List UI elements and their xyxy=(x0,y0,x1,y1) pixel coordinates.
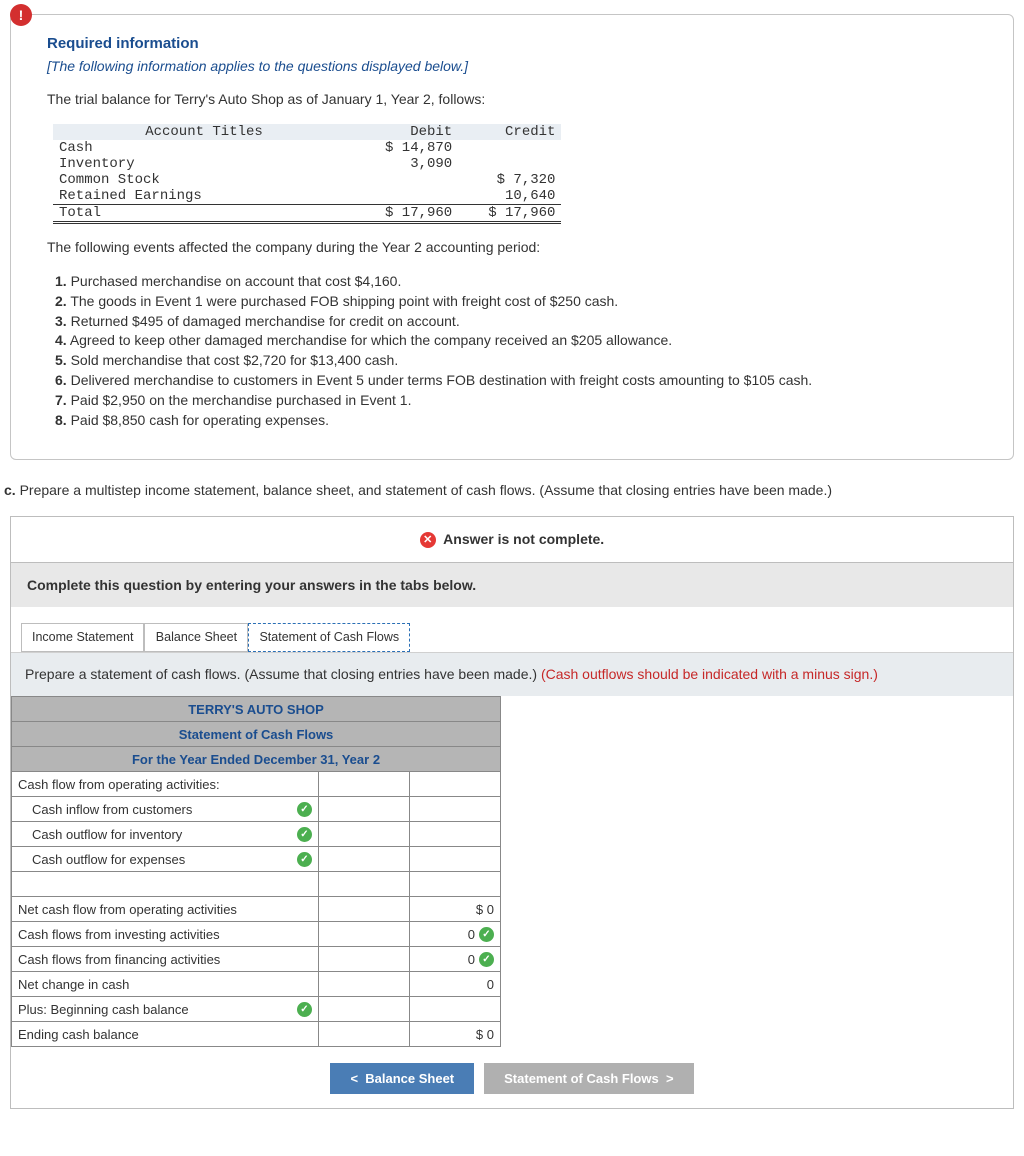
tb-header-debit: Debit xyxy=(355,124,458,140)
tb-row: Retained Earnings 10,640 xyxy=(53,188,561,205)
event-text: Returned $495 of damaged merchandise for… xyxy=(71,313,460,329)
check-icon: ✓ xyxy=(297,827,312,842)
tb-row: Common Stock $ 7,320 xyxy=(53,172,561,188)
check-icon: ✓ xyxy=(297,802,312,817)
tb-row: Inventory 3,090 xyxy=(53,156,561,172)
scf-amount-cell[interactable] xyxy=(410,797,501,822)
tab-instruction: Prepare a statement of cash flows. (Assu… xyxy=(11,652,1013,696)
scf-amount-cell[interactable] xyxy=(319,1022,410,1047)
scf-row: Plus: Beginning cash balance✓ xyxy=(12,997,501,1022)
event-text: Delivered merchandise to customers in Ev… xyxy=(71,372,813,388)
scf-row-label[interactable]: Cash outflow for expenses✓ xyxy=(12,847,319,872)
next-tab-button[interactable]: Statement of Cash Flows > xyxy=(484,1063,693,1094)
scf-row: Cash flow from operating activities: xyxy=(12,772,501,797)
scf-row-label[interactable]: Cash outflow for inventory✓ xyxy=(12,822,319,847)
tabs-row: Income Statement Balance Sheet Statement… xyxy=(11,607,1013,652)
tb-row: Cash $ 14,870 xyxy=(53,140,561,156)
chevron-left-icon: < xyxy=(350,1071,358,1086)
check-icon: ✓ xyxy=(297,1002,312,1017)
scf-row: Cash outflow for expenses✓ xyxy=(12,847,501,872)
events-list: 1. Purchased merchandise on account that… xyxy=(47,272,977,430)
scf-row-label[interactable]: Cash inflow from customers✓ xyxy=(12,797,319,822)
scf-amount-cell[interactable] xyxy=(410,847,501,872)
tab-statement-of-cash-flows[interactable]: Statement of Cash Flows xyxy=(248,623,410,652)
scf-amount-cell[interactable] xyxy=(319,872,410,897)
problem-box: Required information [The following info… xyxy=(10,14,1014,460)
scf-amount-cell[interactable] xyxy=(410,772,501,797)
check-icon: ✓ xyxy=(479,952,494,967)
tb-header-account: Account Titles xyxy=(53,124,355,140)
scf-title-statement: Statement of Cash Flows xyxy=(12,722,501,747)
scf-row-label[interactable]: Net change in cash xyxy=(12,972,319,997)
events-intro: The following events affected the compan… xyxy=(47,238,977,258)
scf-row-label[interactable]: Net cash flow from operating activities xyxy=(12,897,319,922)
scf-amount-cell[interactable] xyxy=(319,847,410,872)
scf-amount-cell[interactable] xyxy=(319,797,410,822)
event-text: Paid $2,950 on the merchandise purchased… xyxy=(71,392,412,408)
x-icon: ✕ xyxy=(420,532,436,548)
scf-row-label[interactable]: Ending cash balance xyxy=(12,1022,319,1047)
chevron-right-icon: > xyxy=(666,1071,674,1086)
scf-title-company: TERRY'S AUTO SHOP xyxy=(12,697,501,722)
scf-amount-cell[interactable] xyxy=(410,872,501,897)
scf-amount-cell[interactable] xyxy=(319,947,410,972)
answer-status-banner: ✕ Answer is not complete. xyxy=(11,517,1013,563)
scf-amount-cell[interactable] xyxy=(319,922,410,947)
applies-note: [The following information applies to th… xyxy=(47,58,977,74)
tab-income-statement[interactable]: Income Statement xyxy=(21,623,144,652)
check-icon: ✓ xyxy=(479,927,494,942)
tb-header-credit: Credit xyxy=(458,124,561,140)
tb-total-row: Total $ 17,960 $ 17,960 xyxy=(53,205,561,223)
scf-table: TERRY'S AUTO SHOP Statement of Cash Flow… xyxy=(11,696,501,1047)
trial-balance-table: Account Titles Debit Credit Cash $ 14,87… xyxy=(53,124,561,225)
scf-amount-cell[interactable] xyxy=(410,822,501,847)
scf-row-label[interactable]: Cash flow from operating activities: xyxy=(12,772,319,797)
scf-row: Ending cash balance $ 0 xyxy=(12,1022,501,1047)
scf-row-label[interactable]: Cash flows from financing activities xyxy=(12,947,319,972)
scf-amount-cell[interactable] xyxy=(319,972,410,997)
scf-row: Net change in cash 0 xyxy=(12,972,501,997)
event-text: Paid $8,850 cash for operating expenses. xyxy=(71,412,329,428)
answer-status-text: Answer is not complete. xyxy=(443,531,604,547)
required-info-heading: Required information xyxy=(47,35,977,52)
scf-amount-cell[interactable]: 0✓ xyxy=(410,947,501,972)
scf-row: Net cash flow from operating activities $… xyxy=(12,897,501,922)
check-icon: ✓ xyxy=(297,852,312,867)
event-text: Purchased merchandise on account that co… xyxy=(71,273,402,289)
scf-amount-cell[interactable]: $ 0 xyxy=(410,1022,501,1047)
event-text: The goods in Event 1 were purchased FOB … xyxy=(70,293,618,309)
event-text: Sold merchandise that cost $2,720 for $1… xyxy=(71,352,399,368)
scf-amount-cell[interactable]: $ 0 xyxy=(410,897,501,922)
answer-area: ✕ Answer is not complete. Complete this … xyxy=(10,516,1014,1109)
scf-amount-cell[interactable] xyxy=(319,897,410,922)
tabs-instruction-band: Complete this question by entering your … xyxy=(11,563,1013,607)
part-c-prompt: c. Prepare a multistep income statement,… xyxy=(4,482,1024,498)
scf-title-period: For the Year Ended December 31, Year 2 xyxy=(12,747,501,772)
event-text: Agreed to keep other damaged merchandise… xyxy=(70,332,672,348)
scf-amount-cell[interactable]: 0✓ xyxy=(410,922,501,947)
scf-amount-cell[interactable]: 0 xyxy=(410,972,501,997)
scf-row: Cash inflow from customers✓ xyxy=(12,797,501,822)
scf-amount-cell[interactable] xyxy=(319,997,410,1022)
scf-row xyxy=(12,872,501,897)
scf-row: Cash flows from investing activities 0✓ xyxy=(12,922,501,947)
prev-tab-button[interactable]: < Balance Sheet xyxy=(330,1063,474,1094)
scf-amount-cell[interactable] xyxy=(319,772,410,797)
scf-row-label[interactable]: Plus: Beginning cash balance✓ xyxy=(12,997,319,1022)
scf-row: Cash outflow for inventory✓ xyxy=(12,822,501,847)
scf-amount-cell[interactable] xyxy=(410,997,501,1022)
tab-balance-sheet[interactable]: Balance Sheet xyxy=(144,623,248,652)
scf-row-label[interactable]: Cash flows from investing activities xyxy=(12,922,319,947)
scf-row: Cash flows from financing activities 0✓ xyxy=(12,947,501,972)
scf-row-label[interactable] xyxy=(12,872,319,897)
intro-paragraph: The trial balance for Terry's Auto Shop … xyxy=(47,90,977,110)
scf-amount-cell[interactable] xyxy=(319,822,410,847)
nav-buttons: < Balance Sheet Statement of Cash Flows … xyxy=(11,1047,1013,1108)
alert-icon: ! xyxy=(10,4,32,26)
